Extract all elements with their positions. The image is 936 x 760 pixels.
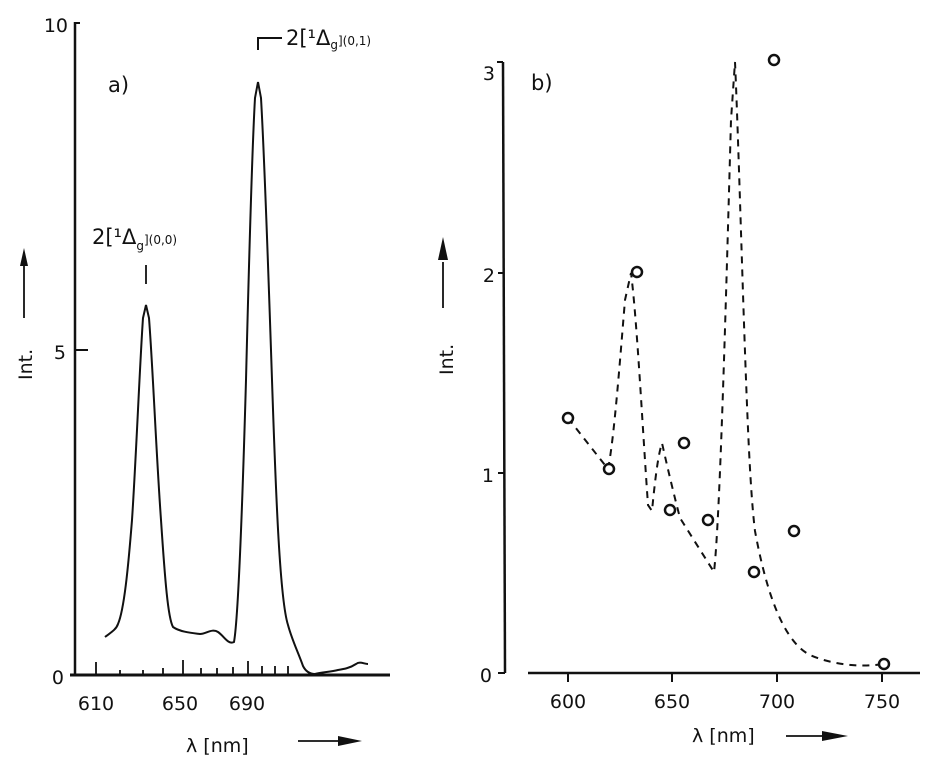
panel-b-y-label-2: 2	[483, 265, 495, 287]
panel-a-y-title: Int.	[15, 349, 37, 380]
panel-b-data-markers	[561, 53, 891, 671]
panel-b-x-label-650: 650	[654, 691, 690, 713]
panel-b-label: b)	[531, 71, 553, 95]
panel-b-x-arrow-icon	[786, 731, 848, 741]
data-point-752	[877, 657, 891, 671]
panel-a-spectrum-line	[104, 81, 369, 676]
data-point-633	[630, 265, 644, 279]
svg-text:2[¹Δg](0,1): 2[¹Δg](0,1)	[286, 26, 371, 52]
panel-a-y-label-10: 10	[44, 15, 68, 37]
panel-a-x-label-690: 690	[229, 693, 265, 715]
panel-a-annotation-01: 2[¹Δg](0,1)	[257, 26, 371, 52]
panel-b-x-label-600: 600	[550, 691, 586, 713]
panel-b-x-label-750: 750	[864, 691, 900, 713]
panel-a-annotation-00: 2[¹Δg](0,0)	[92, 225, 177, 284]
data-point-667	[701, 513, 715, 527]
panel-b-x-ticks	[567, 673, 883, 682]
panel-a-x-title: λ [nm]	[186, 735, 249, 757]
panel-a-x-label-610: 610	[78, 693, 114, 715]
panel-a-y-label-5: 5	[54, 342, 66, 364]
panel-b-y-arrow-icon	[438, 237, 448, 308]
data-point-619	[602, 462, 616, 476]
panel-a-y-label-0: 0	[52, 667, 64, 689]
panel-a-x-ticks	[95, 660, 289, 675]
svg-text:2[¹Δg](0,0): 2[¹Δg](0,0)	[92, 225, 177, 253]
panel-b-y-title: Int.	[436, 344, 458, 375]
data-point-698	[767, 53, 781, 67]
panel-b-x-label-700: 700	[759, 691, 795, 713]
data-point-708	[787, 524, 801, 538]
data-point-688	[747, 565, 761, 579]
panel-a: 10 5 0 610 650 690 a) Int. λ [nm] 2[¹Δg]…	[15, 15, 390, 757]
panel-b-dashed-line	[567, 61, 884, 667]
panel-a-x-label-650: 650	[162, 693, 198, 715]
panel-b-y-label-3: 3	[483, 63, 495, 85]
panel-b-y-label-0: 0	[480, 665, 492, 687]
data-point-649	[663, 503, 677, 517]
panel-b-y-label-1: 1	[482, 465, 494, 487]
panel-b-x-title: λ [nm]	[692, 725, 755, 747]
panel-b: 3 2 1 0 600 650 700 750 b) Int. λ [nm]	[436, 53, 920, 747]
panel-a-label: a)	[108, 73, 129, 97]
data-point-655	[677, 436, 691, 450]
panel-a-y-arrow-icon	[20, 248, 28, 318]
panel-b-y-axis	[501, 61, 507, 674]
panel-a-x-arrow-icon	[298, 736, 362, 746]
data-point-600	[561, 411, 575, 425]
